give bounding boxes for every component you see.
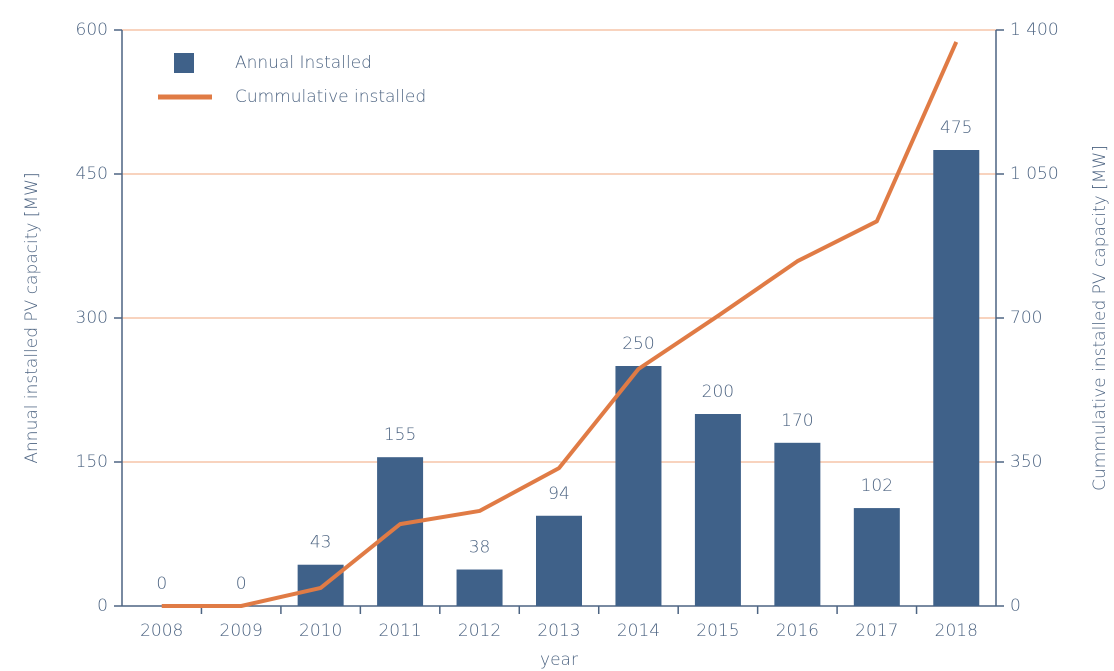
line bbox=[161, 41, 959, 608]
x-tick-label: 2018 bbox=[935, 621, 978, 641]
bar bbox=[933, 150, 980, 606]
y2-tick-label: 1 050 bbox=[1010, 164, 1059, 184]
bar bbox=[615, 366, 662, 606]
data-label: 475 bbox=[940, 118, 972, 138]
bar bbox=[536, 515, 582, 606]
y2-tick-label: 1 400 bbox=[1010, 20, 1059, 40]
x-tick-label: 2010 bbox=[299, 621, 342, 641]
bar bbox=[853, 508, 900, 606]
x-axis-label: year bbox=[540, 650, 578, 670]
x-tick-label: 2008 bbox=[140, 621, 183, 641]
legend-label: Annual Installed bbox=[235, 53, 372, 73]
y-tick-label: 450 bbox=[76, 164, 108, 184]
x-tick-label: 2009 bbox=[220, 621, 263, 641]
data-label: 94 bbox=[548, 484, 570, 504]
x-tick-label: 2016 bbox=[776, 621, 819, 641]
data-label: 170 bbox=[781, 411, 813, 431]
y-tick-label: 0 bbox=[97, 596, 108, 616]
y-tick-label: 150 bbox=[76, 452, 108, 472]
y-tick-label: 600 bbox=[76, 20, 108, 40]
x-tick-label: 2013 bbox=[537, 621, 580, 641]
legend-label: Cummulative installed bbox=[235, 87, 426, 107]
x-tick-label: 2014 bbox=[617, 621, 660, 641]
y-tick-label: 300 bbox=[76, 308, 108, 328]
x-tick-label: 2015 bbox=[696, 621, 739, 641]
legend-swatch bbox=[174, 53, 194, 73]
bar bbox=[694, 414, 741, 606]
bar bbox=[774, 442, 821, 606]
x-tick-label: 2011 bbox=[378, 621, 421, 641]
y2-tick-label: 700 bbox=[1010, 308, 1042, 328]
data-label: 0 bbox=[156, 574, 167, 594]
bar bbox=[377, 457, 424, 606]
data-label: 250 bbox=[622, 334, 654, 354]
data-label: 0 bbox=[236, 574, 247, 594]
data-label: 155 bbox=[384, 425, 416, 445]
y2-axis-label: Cummulative installed PV capacity [MW] bbox=[1090, 145, 1110, 491]
data-label: 38 bbox=[469, 538, 491, 558]
data-label: 43 bbox=[310, 533, 332, 553]
y2-tick-label: 0 bbox=[1010, 596, 1021, 616]
data-label: 102 bbox=[861, 476, 893, 496]
y-axis-label: Annual installed PV capacity [MW] bbox=[22, 172, 42, 463]
x-tick-label: 2012 bbox=[458, 621, 501, 641]
x-tick-label: 2017 bbox=[855, 621, 898, 641]
bar bbox=[456, 569, 503, 606]
data-label: 200 bbox=[702, 382, 734, 402]
y2-tick-label: 350 bbox=[1010, 452, 1042, 472]
